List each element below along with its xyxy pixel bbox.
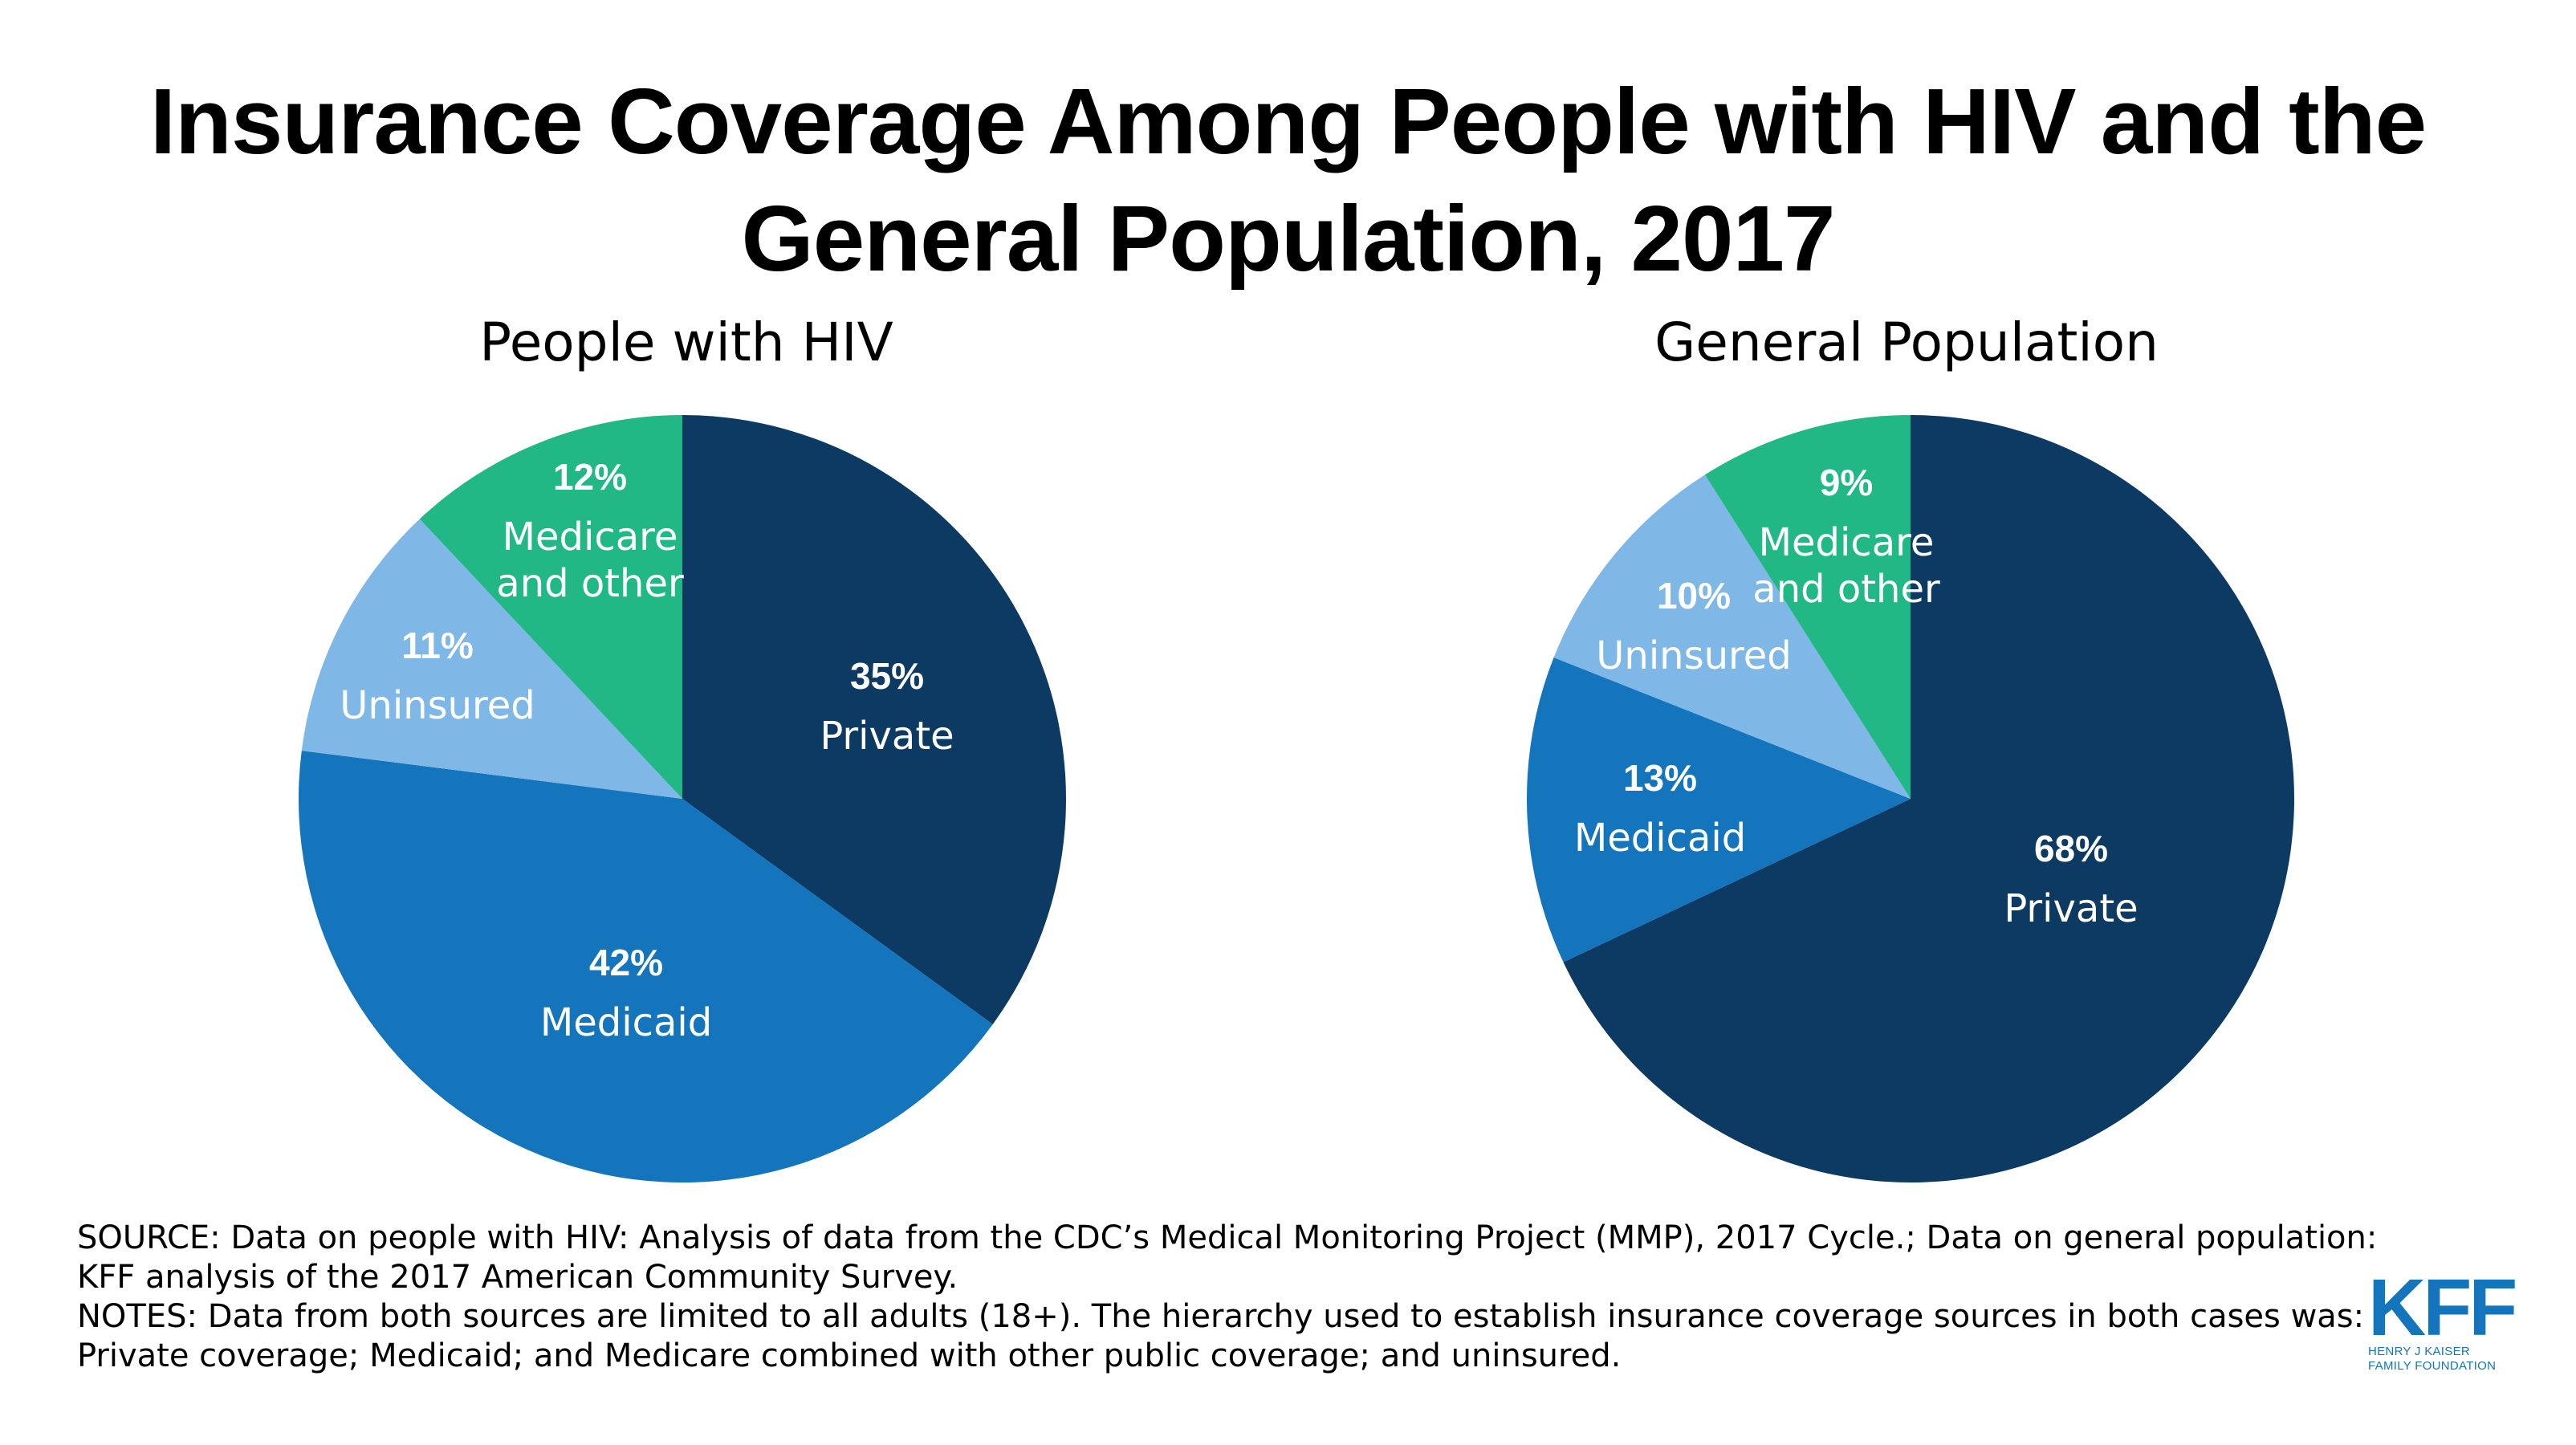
pie-2-category-label-medicaid: Medicaid: [1574, 816, 1746, 861]
pie-1-pct-label-private: 35%: [850, 655, 924, 697]
pie-1: 35% Private 42% Medicaid 11% Uninsured 12% Medi…: [299, 415, 1066, 1182]
pie-1-category-label-private: Private: [820, 714, 954, 759]
notes-line-2: Private coverage; Medicaid; and Medicare…: [77, 1337, 2325, 1376]
pie-2-pct-label-private: 68%: [2034, 828, 2108, 869]
pie-1-category-label-medicare-and-other-2: and other: [496, 561, 684, 606]
pie-1-pct-label-medicare-and-other: 12%: [553, 456, 627, 498]
kff-logo: KFF HENRY J KAISER FAMILY FOUNDATION: [2368, 1271, 2521, 1375]
pie-1-category-label-medicaid: Medicaid: [540, 1000, 712, 1045]
footnotes: SOURCE: Data on people with HIV: Analysi…: [77, 1219, 2325, 1376]
pie-1-pct-label-medicaid: 42%: [589, 942, 663, 983]
source-note-line-1: SOURCE: Data on people with HIV: Analysi…: [77, 1219, 2325, 1258]
pie-1-category-label-medicare-and-other-1: Medicare: [503, 515, 678, 560]
logo-letters: KFF: [2368, 1271, 2521, 1345]
pie-2-category-label-medicare-and-other-1: Medicare: [1759, 520, 1935, 565]
pie-2-category-label-medicare-and-other-2: and other: [1752, 567, 1940, 612]
pie-1-pct-label-uninsured: 11%: [401, 625, 474, 666]
pie-2-category-label-private: Private: [2004, 886, 2138, 931]
pie-2-pct-label-medicaid: 13%: [1623, 757, 1697, 799]
pie-2-category-label-uninsured: Uninsured: [1596, 633, 1791, 678]
source-note-line-2: KFF analysis of the 2017 American Commun…: [77, 1258, 2325, 1297]
pie-2-pct-label-uninsured: 10%: [1657, 575, 1731, 617]
notes-line-1: NOTES: Data from both sources are limite…: [77, 1297, 2325, 1337]
pie-2-pct-label-medicare-and-other: 9%: [1820, 462, 1873, 503]
pie-2: 68% Private 13% Medicaid 10% Uninsured 9% Medic…: [1527, 415, 2294, 1182]
logo-line-2: FAMILY FOUNDATION: [2368, 1359, 2521, 1374]
pie-1-category-label-uninsured: Uninsured: [340, 683, 535, 728]
